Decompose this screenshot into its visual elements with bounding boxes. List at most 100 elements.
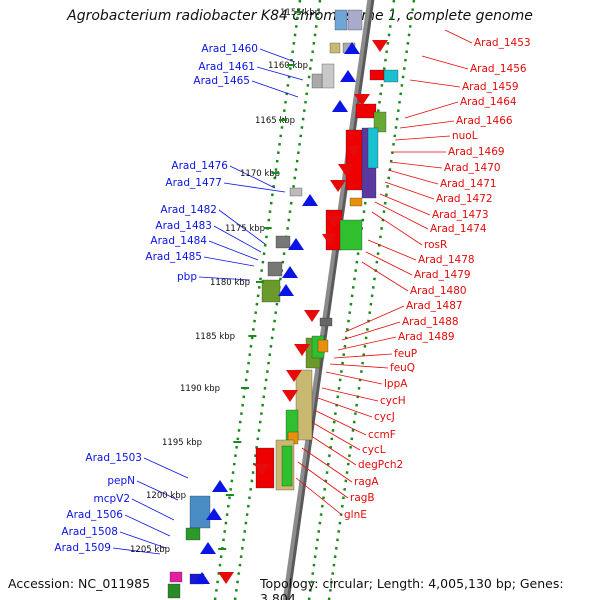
gene-label-right: Arad_1479 — [414, 269, 471, 281]
label-line — [399, 120, 455, 129]
label-line — [444, 29, 473, 44]
gene-label-right: Arad_1456 — [470, 63, 527, 75]
label-line — [256, 66, 304, 81]
reverse-gene-arrow — [326, 216, 342, 228]
label-line — [229, 165, 276, 189]
label-line — [337, 336, 397, 351]
gene-label-right: ccmF — [368, 429, 396, 441]
forward-gene-arrow — [212, 480, 228, 492]
gene-label-left: Arad_1485 — [145, 251, 202, 263]
gene-label-right: Arad_1474 — [430, 223, 487, 235]
gene-block — [169, 571, 183, 583]
label-line — [379, 193, 431, 216]
gene-label-left: Arad_1509 — [54, 542, 111, 554]
label-line — [333, 353, 393, 359]
label-line — [384, 181, 435, 200]
label-line — [295, 477, 343, 516]
gene-label-left: Arad_1461 — [198, 61, 255, 73]
label-line — [365, 251, 413, 276]
gene-label-right: Arad_1473 — [432, 209, 489, 221]
reverse-gene-arrow — [304, 310, 320, 322]
label-line — [404, 101, 459, 119]
gene-label-left: pepN — [107, 475, 135, 487]
gene-label-left: Arad_1477 — [165, 177, 222, 189]
label-line — [394, 135, 451, 141]
gene-block — [261, 279, 281, 303]
label-line — [421, 55, 469, 70]
label-connector-lines — [112, 29, 473, 555]
reverse-gene-arrow — [338, 164, 354, 176]
gene-block — [383, 69, 399, 83]
label-line — [409, 79, 461, 88]
kbp-label: 1205 kbp — [130, 545, 170, 555]
label-line — [367, 239, 417, 261]
gene-label-right: Arad_1480 — [410, 285, 467, 297]
gene-block — [185, 527, 201, 541]
gene-block — [281, 445, 293, 487]
label-line — [208, 240, 259, 261]
reverse-gene-arrow — [354, 94, 370, 106]
gene-label-right: degPch2 — [358, 459, 403, 471]
gene-label-left: Arad_1483 — [155, 220, 212, 232]
gene-block — [311, 73, 323, 89]
forward-gene-arrow — [194, 572, 210, 584]
label-line — [124, 514, 171, 537]
gene-label-right: Arad_1466 — [456, 115, 513, 127]
gene-label-left: Arad_1508 — [61, 526, 118, 538]
genome-title: Agrobacterium radiobacter K84 chromosome… — [67, 8, 533, 24]
label-line — [218, 209, 266, 245]
reverse-gene-arrow — [330, 180, 346, 192]
label-line — [304, 431, 357, 466]
gene-block — [373, 111, 387, 133]
gene-block — [321, 63, 335, 89]
gene-label-left: pbp — [177, 271, 197, 283]
label-line — [198, 276, 251, 281]
gene-block — [347, 9, 363, 31]
forward-gene-arrow — [282, 266, 298, 278]
gene-label-left: mcpV2 — [93, 493, 130, 505]
gene-block — [349, 197, 363, 207]
reverse-gene-arrow — [218, 572, 234, 584]
gene-label-right: cycL — [362, 444, 386, 456]
gene-label-right: Arad_1453 — [474, 37, 531, 49]
gene-label-right: nuoL — [452, 130, 478, 142]
forward-gene-arrow — [332, 100, 348, 112]
gene-label-right: cycJ — [374, 411, 395, 423]
gene-label-right: Arad_1488 — [402, 316, 459, 328]
ruler-tracks — [213, 0, 416, 600]
forward-gene-arrow — [302, 194, 318, 206]
forward-gene-arrow — [206, 508, 222, 520]
label-line — [387, 169, 439, 185]
gene-block — [345, 129, 363, 191]
topology-text: Topology: circular; Length: 4,005,130 bp… — [260, 576, 564, 600]
gene-label-left: Arad_1506 — [66, 509, 123, 521]
label-line — [297, 461, 349, 499]
label-line — [131, 498, 175, 521]
kbp-label: 1190 kbp — [180, 384, 220, 394]
gene-label-right: Arad_1469 — [448, 146, 505, 158]
gene-block — [295, 369, 313, 441]
accession-text: Accession: NC_011985 — [8, 576, 151, 591]
label-line — [143, 457, 189, 479]
gene-label-left: Arad_1503 — [85, 452, 142, 464]
gene-label-right: Arad_1472 — [436, 193, 493, 205]
gene-labels: Arad_1460 Arad_1461 Arad_1465 Arad_1476 Arad… — [54, 37, 530, 554]
label-line — [317, 397, 373, 418]
gene-label-right: cycH — [380, 395, 406, 407]
label-line — [389, 161, 443, 169]
gene-block — [275, 235, 291, 249]
label-line — [321, 387, 379, 402]
kbp-label: 1185 kbp — [195, 332, 235, 342]
label-line — [301, 447, 353, 483]
gene-block — [189, 495, 211, 529]
forward-gene-arrow — [340, 70, 356, 82]
kbp-label: 1200 kbp — [146, 491, 186, 501]
reverse-gene-arrow — [322, 234, 338, 246]
gene-block — [267, 261, 283, 277]
gene-block — [319, 317, 333, 327]
ruler-track-right-outer — [327, 0, 416, 600]
reverse-gene-arrow — [282, 390, 298, 402]
